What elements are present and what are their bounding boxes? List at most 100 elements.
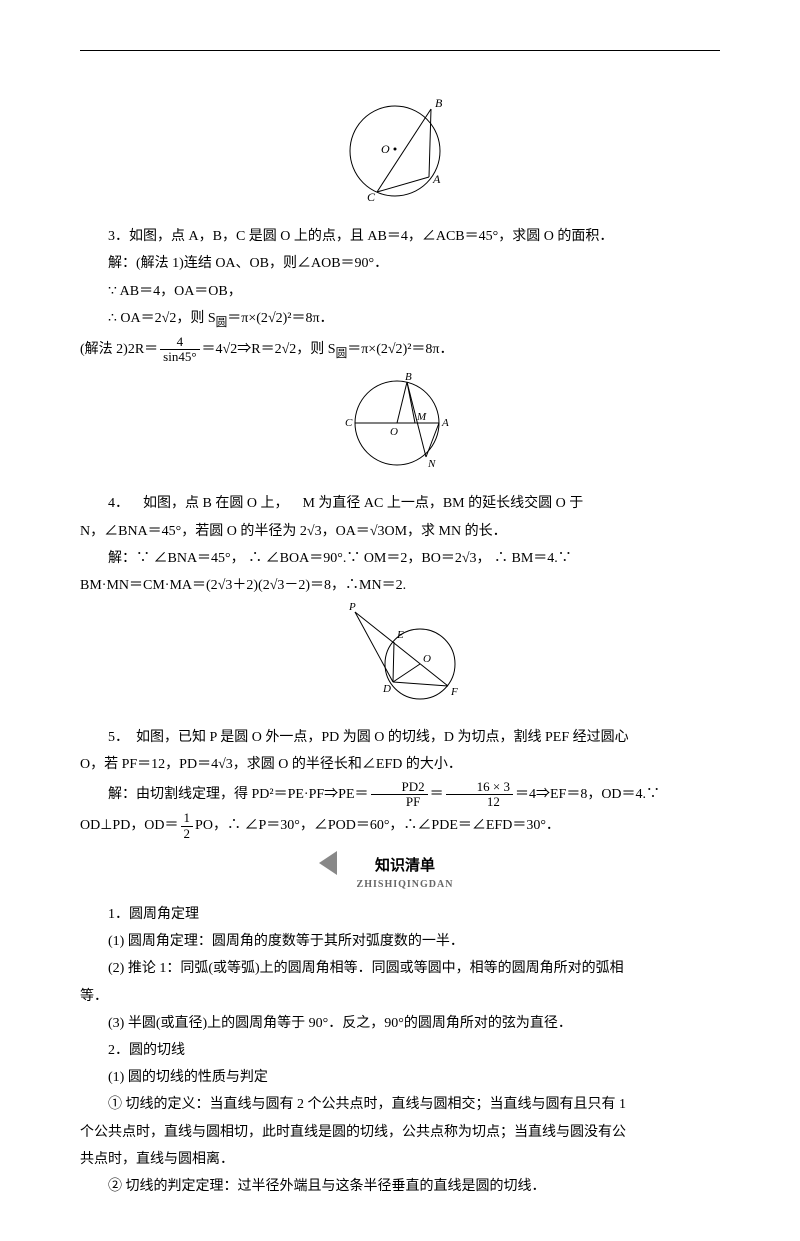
frac: PD2PF [371, 780, 428, 810]
sqrt: √3 [462, 551, 477, 566]
svg-text:F: F [450, 686, 458, 698]
num: 16 × 3 [446, 780, 513, 795]
svg-text:M: M [416, 411, 427, 423]
txt: )²＝8π． [403, 342, 454, 357]
kn-2-1-2: ② 切线的判定定理：过半径外端且与这条半径垂直的直线是圆的切线． [80, 1174, 720, 1199]
label-O: O [381, 142, 390, 156]
txt: O，若 PF＝12，PD＝4 [80, 757, 218, 772]
txt: ＋2)(2 [232, 578, 269, 593]
txt: )²＝8π． [283, 311, 334, 326]
banner-box: 知识清单 ZHISHIQINGDAN [329, 851, 472, 896]
frac: 12 [181, 811, 194, 841]
svg-text:O: O [423, 653, 431, 665]
den: PF [371, 795, 428, 809]
svg-text:A: A [441, 417, 449, 429]
sqrt: √3 [218, 578, 233, 593]
kn-1-3: (3) 半圆(或直径)上的圆周角等于 90°．反之，90°的圆周角所对的弦为直径… [80, 1011, 720, 1036]
txt: PO，∴ ∠P＝30°，∠POD＝60°，∴∠PDE＝∠EFD＝30°． [195, 818, 560, 833]
den: 2 [181, 827, 194, 841]
txt: ＝π×(2 [347, 342, 388, 357]
q4-sol2: BM·MN＝CM·MA＝(2√3＋2)(2√3－2)＝8，∴MN＝2. [80, 573, 720, 598]
section-banner: 知识清单 ZHISHIQINGDAN [80, 851, 720, 896]
q3-sol1a: 解：(解法 1)连结 OA、OB，则∠AOB＝90°． [80, 251, 720, 276]
q4-sol1: 解：∵ ∠BNA＝45°， ∴ ∠BOA＝90°.∵ OM＝2，BO＝2√3， … [80, 546, 720, 571]
txt: －2)＝8，∴MN＝2. [284, 578, 406, 593]
figure-q4: B C A O M N [80, 368, 720, 487]
q3-sol2: (解法 2)2R＝4sin45°＝4√2⇒R＝2√2，则 S圆＝π×(2√2)²… [80, 335, 720, 365]
svg-text:P: P [348, 602, 356, 613]
kn-2-1-1b: 个公共点时，直线与圆相切，此时直线是圆的切线，公共点称为切点；当直线与圆没有公 [80, 1120, 720, 1145]
txt: ＝ [430, 787, 444, 802]
svg-text:N: N [427, 458, 436, 470]
num: 1 [181, 811, 194, 826]
den: 12 [446, 795, 513, 809]
q5-title2: O，若 PF＝12，PD＝4√3，求圆 O 的半径长和∠EFD 的大小． [80, 752, 720, 777]
label-C: C [367, 190, 376, 204]
txt: 解：由切割线定理，得 PD²＝PE·PF⇒PE＝ [108, 787, 369, 802]
kn-2-1-1a: ① 切线的定义：当直线与圆有 2 个公共点时，直线与圆相交；当直线与圆有且只有 … [80, 1092, 720, 1117]
q5-title1: 5． 如图，已知 P 是圆 O 外一点，PD 为圆 O 的切线，D 为切点，割线… [80, 725, 720, 750]
svg-text:B: B [405, 371, 412, 383]
svg-text:O: O [390, 426, 398, 438]
txt: ⇒R＝2 [237, 342, 281, 357]
kn-2: 2．圆的切线 [80, 1038, 720, 1063]
sqrt: √2 [268, 311, 283, 326]
kn-1: 1．圆周角定理 [80, 902, 720, 927]
svg-text:E: E [396, 629, 404, 641]
kn-1-2b: 等． [80, 984, 720, 1009]
label-A: A [432, 172, 441, 186]
txt: 4． [108, 496, 129, 511]
sqrt: √2 [282, 342, 297, 357]
sub: 圆 [216, 316, 228, 329]
q4-title1: 4． 如图，点 B 在圆 O 上， M 为直径 AC 上一点，BM 的延长线交圆… [80, 491, 720, 516]
q3-sol1c: ∴ OA＝2√2，则 S圆＝π×(2√2)²＝8π． [80, 306, 720, 333]
banner-triangle-icon [319, 851, 337, 875]
q3-sol1b: ∵ AB＝4，OA＝OB， [80, 279, 720, 304]
figure-q5: P D E O F [80, 602, 720, 721]
figure-q3: O B A C [80, 91, 720, 220]
svg-text:C: C [345, 417, 353, 429]
kn-2-1: (1) 圆的切线的性质与判定 [80, 1065, 720, 1090]
den: sin45° [160, 350, 199, 364]
txt: 如图，点 B 在圆 O 上， [143, 496, 288, 511]
txt: ，求圆 O 的半径长和∠EFD 的大小． [233, 757, 462, 772]
label-B: B [435, 96, 443, 110]
txt: (解法 2)2R＝ [80, 342, 158, 357]
num: 4 [160, 335, 199, 350]
frac: 16 × 312 [446, 780, 513, 810]
top-rule [80, 50, 720, 51]
txt: ， ∴ BM＝4.∵ [477, 551, 572, 566]
banner-title: 知识清单 [375, 858, 435, 874]
sub: 圆 [336, 346, 348, 359]
kn-1-1: (1) 圆周角定理：圆周角的度数等于其所对弧度数的一半． [80, 929, 720, 954]
q5-sol1: 解：由切割线定理，得 PD²＝PE·PF⇒PE＝PD2PF＝16 × 312＝4… [80, 780, 720, 810]
txt: ∴ OA＝2 [108, 311, 162, 326]
sqrt: √2 [223, 342, 238, 357]
q5-sol2: OD⊥PD，OD＝12PO，∴ ∠P＝30°，∠POD＝60°，∴∠PDE＝∠E… [80, 811, 720, 841]
txt: ，则 S [296, 342, 335, 357]
txt: OD⊥PD，OD＝ [80, 818, 179, 833]
txt: ＝4 [202, 342, 223, 357]
kn-1-2a: (2) 推论 1：同弧(或等弧)上的圆周角相等．同圆或等圆中，相等的圆周角所对的… [80, 956, 720, 981]
sqrt: √2 [388, 342, 403, 357]
txt: ，OA＝ [322, 524, 370, 539]
page: O B A C 3．如图，点 A，B，C 是圆 O 上的点，且 AB＝4，∠AC… [0, 0, 800, 1241]
kn-2-1-1c: 共点时，直线与圆相离． [80, 1147, 720, 1172]
frac: 4sin45° [160, 335, 199, 365]
txt: ＝π×(2 [227, 311, 268, 326]
sqrt: √2 [162, 311, 177, 326]
svg-text:D: D [382, 683, 391, 695]
sqrt: √3 [218, 757, 233, 772]
txt: BM·MN＝CM·MA＝(2 [80, 578, 218, 593]
banner-sub: ZHISHIQINGDAN [357, 876, 454, 894]
txt: N，∠BNA＝45°，若圆 O 的半径为 2 [80, 524, 307, 539]
txt: M 为直径 AC 上一点，BM 的延长线交圆 O 于 [302, 496, 583, 511]
q4-title2: N，∠BNA＝45°，若圆 O 的半径为 2√3，OA＝√3OM，求 MN 的长… [80, 519, 720, 544]
sqrt: √3 [370, 524, 385, 539]
txt: ＝4⇒EF＝8，OD＝4.∵ [515, 787, 660, 802]
txt: 解：∵ ∠BNA＝45°， ∴ ∠BOA＝90°.∵ OM＝2，BO＝2 [108, 551, 462, 566]
sqrt: √3 [270, 578, 285, 593]
num: PD2 [371, 780, 428, 795]
txt: ，则 S [176, 311, 215, 326]
sqrt: √3 [307, 524, 322, 539]
